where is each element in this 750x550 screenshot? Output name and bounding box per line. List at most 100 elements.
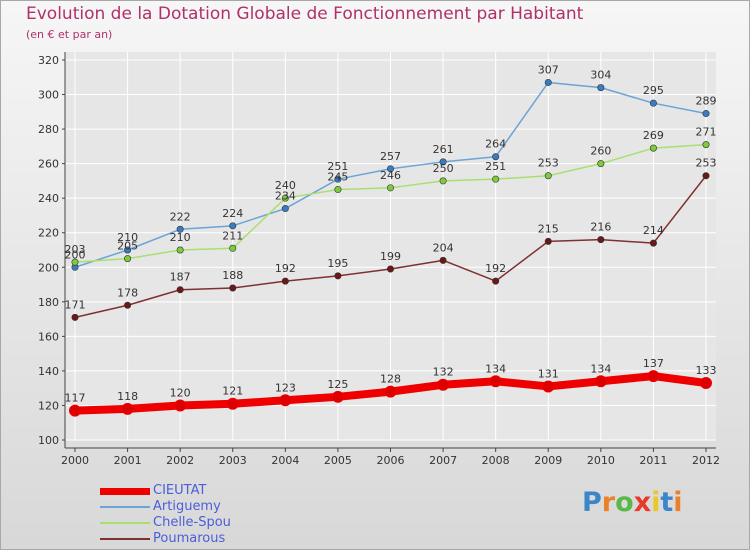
data-point	[281, 205, 289, 213]
data-label: 137	[643, 357, 664, 370]
data-label: 188	[222, 269, 243, 282]
data-label: 171	[65, 298, 86, 311]
data-point	[597, 236, 605, 244]
y-tick-label: 200	[38, 261, 59, 274]
data-label: 251	[327, 160, 348, 173]
data-point	[439, 158, 447, 166]
data-point	[542, 380, 555, 393]
data-point	[700, 377, 712, 389]
data-point	[386, 265, 394, 273]
data-label: 216	[590, 221, 611, 234]
legend-label: Poumarous	[153, 531, 226, 546]
data-label: 246	[380, 169, 401, 182]
data-label: 133	[696, 364, 717, 377]
data-label: 257	[380, 150, 401, 163]
logo-letter: o	[615, 487, 634, 518]
data-label: 271	[696, 126, 717, 139]
y-tick-label: 120	[38, 399, 59, 412]
y-tick-label: 300	[38, 89, 59, 102]
data-point	[647, 370, 660, 383]
data-label: 250	[433, 162, 454, 175]
data-point	[69, 404, 81, 417]
data-point	[176, 225, 184, 233]
data-point	[437, 378, 450, 391]
data-point	[71, 258, 79, 266]
x-tick-label: 2000	[61, 454, 89, 467]
data-point	[334, 272, 342, 280]
data-point	[492, 153, 500, 161]
legend-item: Chelle-Spou	[100, 515, 300, 531]
x-tick-label: 2002	[166, 454, 194, 467]
y-tick-label: 160	[38, 330, 59, 343]
legend-item: Artiguemy	[100, 499, 300, 515]
y-tick-label: 260	[38, 158, 59, 171]
data-point	[489, 375, 502, 388]
data-point	[334, 175, 342, 183]
data-label: 123	[275, 381, 296, 394]
y-tick-label: 320	[38, 54, 59, 67]
x-tick-label: 2011	[639, 454, 667, 467]
data-label: 289	[696, 95, 717, 108]
chart-subtitle: (en € et par an)	[26, 28, 113, 41]
data-label: 132	[433, 366, 454, 379]
data-point	[229, 222, 237, 230]
x-tick-label: 2006	[377, 454, 405, 467]
data-label: 269	[643, 129, 664, 142]
legend-swatch	[100, 506, 150, 508]
data-label: 260	[590, 145, 611, 158]
data-point	[281, 194, 289, 202]
data-label: 121	[222, 385, 243, 398]
x-tick-label: 2008	[482, 454, 510, 467]
x-tick-label: 2005	[324, 454, 352, 467]
data-point	[597, 160, 605, 168]
data-point	[492, 175, 500, 183]
legend-swatch	[100, 538, 150, 540]
data-label: 134	[485, 362, 506, 375]
legend-label: Artiguemy	[153, 499, 221, 514]
data-point	[331, 390, 344, 403]
legend-label: CIEUTAT	[153, 483, 207, 498]
data-point	[649, 144, 657, 152]
legend-swatch	[100, 488, 150, 495]
data-point	[334, 186, 342, 194]
data-label: 187	[170, 271, 191, 284]
data-point	[439, 256, 447, 264]
y-tick-label: 140	[38, 365, 59, 378]
x-tick-label: 2003	[219, 454, 247, 467]
legend-swatch	[100, 522, 150, 524]
legend-item: Poumarous	[100, 531, 300, 547]
data-point	[124, 301, 132, 309]
data-label: 307	[538, 63, 559, 76]
chart-title: Evolution de la Dotation Globale de Fonc…	[26, 4, 584, 24]
data-label: 118	[117, 390, 138, 403]
legend-item: CIEUTAT	[100, 483, 300, 499]
legend-label: Chelle-Spou	[153, 515, 231, 530]
data-label: 192	[485, 262, 506, 275]
data-label: 253	[696, 157, 717, 170]
data-point	[492, 277, 500, 285]
data-point	[124, 255, 132, 263]
data-label: 203	[65, 243, 86, 256]
data-point	[439, 177, 447, 185]
data-label: 224	[222, 207, 243, 220]
data-point	[176, 286, 184, 294]
data-label: 117	[65, 392, 86, 405]
data-point	[702, 172, 710, 180]
data-label: 134	[590, 362, 611, 375]
data-label: 240	[275, 179, 296, 192]
data-label: 222	[170, 210, 191, 223]
data-point	[544, 78, 552, 86]
logo-letter: x	[633, 487, 652, 518]
data-label: 131	[538, 367, 559, 380]
data-point	[702, 141, 710, 149]
data-label: 125	[327, 378, 348, 391]
data-point	[121, 402, 134, 415]
data-point	[229, 244, 237, 252]
data-label: 195	[327, 257, 348, 270]
data-point	[124, 246, 132, 254]
data-label: 264	[485, 138, 506, 151]
data-label: 304	[590, 69, 611, 82]
data-point	[226, 397, 239, 410]
data-point	[544, 172, 552, 180]
